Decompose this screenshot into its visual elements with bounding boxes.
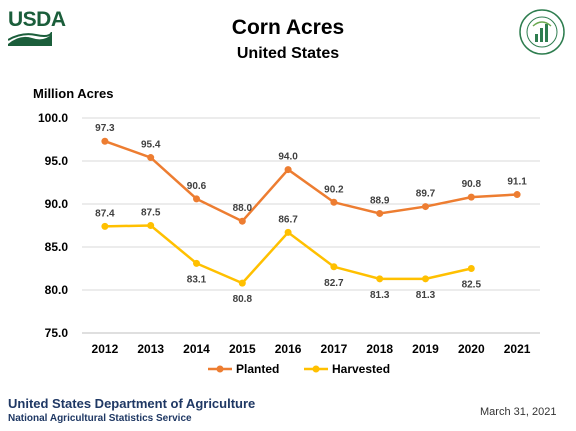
data-point-planted xyxy=(467,193,475,201)
usda-logo-text: USDA xyxy=(8,8,66,31)
data-label-planted: 91.1 xyxy=(507,177,527,188)
data-point-planted xyxy=(238,217,246,225)
data-label-harvested: 83.1 xyxy=(187,274,207,285)
data-label-planted: 89.7 xyxy=(416,189,436,200)
legend-label-harvested: Harvested xyxy=(332,362,390,376)
page-subtitle: United States xyxy=(236,45,340,62)
data-label-harvested: 87.5 xyxy=(141,208,161,219)
data-label-harvested: 87.4 xyxy=(95,208,115,219)
data-point-planted xyxy=(101,137,109,145)
data-point-harvested xyxy=(422,275,429,283)
data-label-planted: 90.6 xyxy=(187,181,207,192)
data-point-harvested xyxy=(238,279,246,287)
data-point-harvested xyxy=(147,222,155,229)
data-label-harvested: 86.7 xyxy=(278,214,298,225)
y-axis-label: Million Acres xyxy=(33,86,114,101)
data-point-harvested xyxy=(376,275,384,283)
data-point-planted xyxy=(284,166,292,174)
data-point-planted xyxy=(422,203,429,211)
data-point-harvested xyxy=(101,222,109,230)
data-point-harvested xyxy=(467,265,475,272)
usda-logo-hills-icon xyxy=(8,32,52,46)
agriculture-counts-seal xyxy=(519,9,565,55)
data-label-harvested: 82.5 xyxy=(462,280,482,291)
data-label-planted: 94.0 xyxy=(278,152,298,163)
x-tick-label: 2018 xyxy=(366,342,393,356)
x-tick-label: 2015 xyxy=(229,342,256,356)
usda-logo: USDA xyxy=(8,8,66,46)
y-tick-label: 85.0 xyxy=(45,240,69,254)
y-tick-label: 95.0 xyxy=(45,154,69,168)
data-point-planted xyxy=(147,154,155,162)
data-label-harvested: 81.3 xyxy=(416,290,436,301)
data-label-planted: 90.8 xyxy=(462,179,482,190)
series-line-planted xyxy=(104,140,518,223)
data-label-harvested: 82.7 xyxy=(324,278,344,289)
footer-sub: National Agricultural Statistics Service xyxy=(8,413,192,424)
data-label-planted: 90.2 xyxy=(324,184,344,195)
x-tick-label: 2012 xyxy=(92,342,119,356)
data-label-planted: 88.0 xyxy=(233,203,253,214)
data-label-planted: 88.9 xyxy=(370,195,390,206)
legend-marker-harvested xyxy=(312,365,320,373)
page-title: Corn Acres xyxy=(231,16,345,39)
y-tick-label: 75.0 xyxy=(45,326,69,340)
y-tick-label: 90.0 xyxy=(45,197,69,211)
data-point-planted xyxy=(193,195,200,203)
x-tick-label: 2014 xyxy=(183,342,210,356)
data-point-planted xyxy=(330,198,338,206)
data-label-planted: 95.4 xyxy=(141,140,161,151)
data-point-planted xyxy=(376,209,384,217)
footer-org: United States Department of Agriculture xyxy=(8,396,256,411)
x-tick-label: 2017 xyxy=(321,342,348,356)
data-point-harvested xyxy=(330,263,338,271)
data-label-planted: 97.3 xyxy=(95,123,115,134)
x-tick-label: 2020 xyxy=(458,342,485,356)
x-tick-label: 2021 xyxy=(504,342,531,356)
data-label-harvested: 81.3 xyxy=(370,290,390,301)
x-tick-label: 2019 xyxy=(412,342,439,356)
data-label-harvested: 80.8 xyxy=(233,294,253,305)
y-tick-label: 80.0 xyxy=(45,283,69,297)
y-tick-label: 100.0 xyxy=(38,111,68,125)
x-tick-label: 2016 xyxy=(275,342,302,356)
legend-label-planted: Planted xyxy=(236,362,279,376)
data-point-planted xyxy=(513,191,521,199)
data-point-harvested xyxy=(193,259,200,267)
x-tick-label: 2013 xyxy=(137,342,164,356)
legend-marker-planted xyxy=(216,365,224,373)
data-point-harvested xyxy=(284,228,292,236)
footer-date: March 31, 2021 xyxy=(480,406,557,418)
